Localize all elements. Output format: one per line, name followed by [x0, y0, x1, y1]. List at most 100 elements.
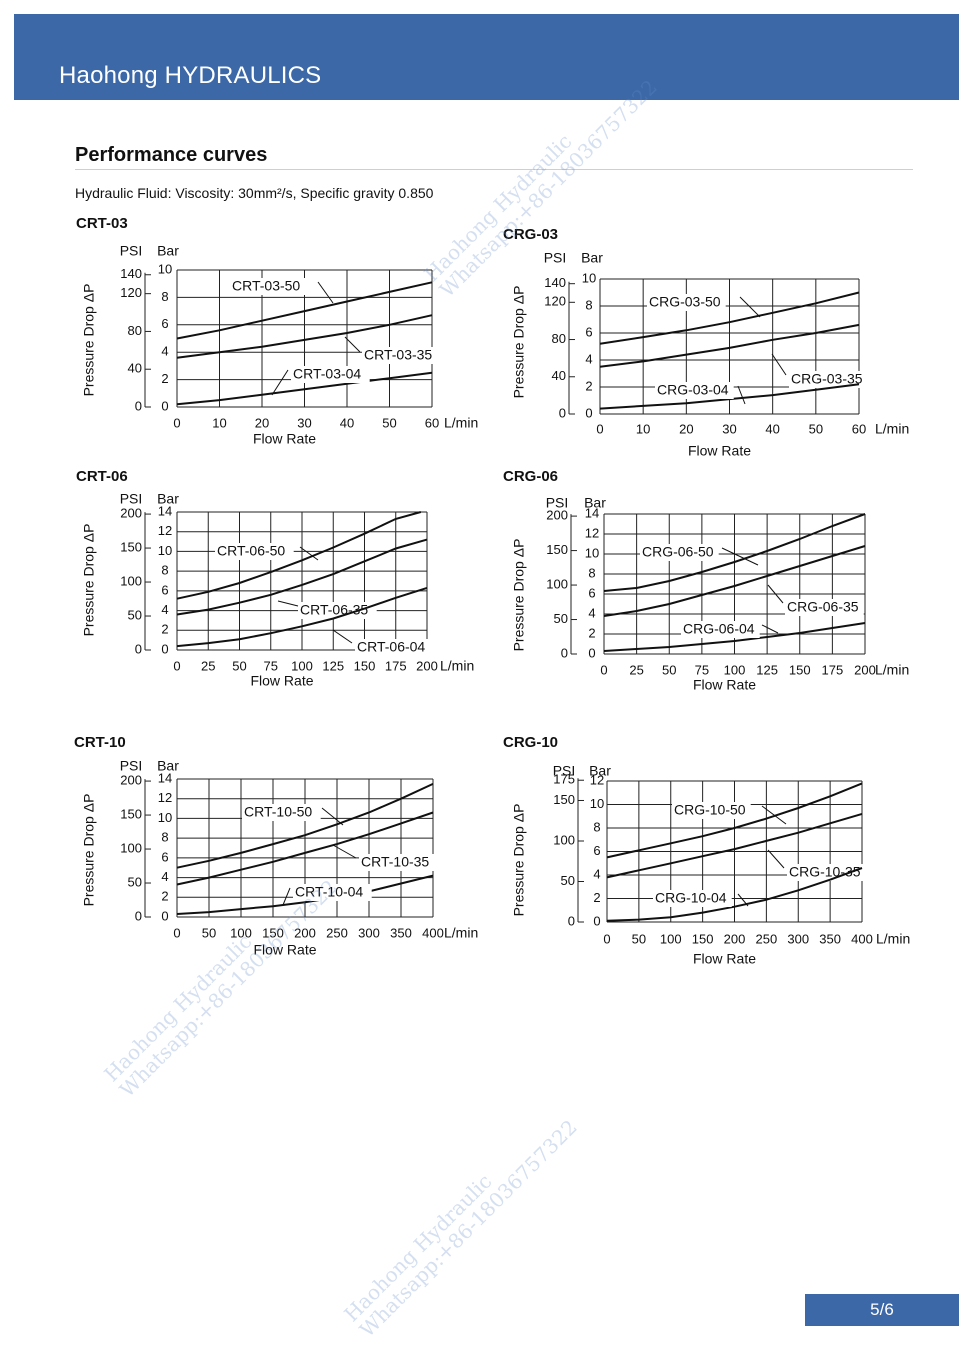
series-label-crg-10-35: CRG-10-35 — [789, 864, 861, 880]
series-leader-line — [737, 893, 749, 907]
psi-tick-label: 40 — [128, 361, 142, 376]
series-line-crg-03-50 — [599, 291, 860, 345]
bar-tick-label: 2 — [588, 625, 595, 640]
x-unit-label: L/min — [875, 421, 909, 437]
series-label-bg — [787, 864, 866, 881]
series-label-crt-10-50: CRT-10-50 — [244, 804, 312, 820]
bar-tick-label: 8 — [161, 563, 168, 578]
x-tick-label: 50 — [382, 415, 396, 430]
psi-tick-label: 50 — [561, 873, 575, 888]
x-tick-label: 0 — [600, 662, 607, 677]
bar-tick-label: 0 — [161, 908, 168, 923]
section-title: Performance curves — [75, 144, 268, 166]
series-label-bg — [355, 639, 434, 656]
psi-tick-label: 50 — [128, 607, 142, 622]
bar-tick-label: 0 — [161, 641, 168, 656]
chart-title-crg-10: CRG-10 — [503, 734, 559, 751]
bar-axis-label: Bar — [589, 763, 611, 779]
x-tick-label: 150 — [262, 925, 284, 940]
x-axis-title: Flow Rate — [253, 942, 316, 958]
watermark-line2: Whatsapp:+86-18036757322 — [434, 74, 662, 302]
x-tick-label: 200 — [416, 658, 438, 673]
bar-tick-label: 2 — [585, 378, 592, 393]
chart-crt-03: 0 10 20 30 40 50 60 0 2 4 6 8 10 0 40 80 120 140 PSI Bar Pre… — [81, 243, 479, 447]
psi-tick-label: 100 — [553, 832, 575, 847]
psi-tick-label: 140 — [544, 275, 566, 290]
y-axis-title: Pressure Drop ΔP — [511, 804, 527, 917]
series-label-crt-10-35: CRT-10-35 — [361, 854, 429, 870]
x-tick-label: 200 — [294, 925, 316, 940]
fluid-note: Hydraulic Fluid: Viscosity: 30mm²/s, Spe… — [75, 185, 434, 201]
page-number: 5/6 — [870, 1300, 894, 1319]
x-axis-title: Flow Rate — [693, 951, 756, 967]
psi-tick-label: 0 — [135, 641, 142, 656]
watermark: Haohong Hydraulic Whatsapp:+86-180367573… — [99, 860, 341, 1102]
series-leader-line — [321, 807, 344, 826]
psi-tick-label: 80 — [128, 323, 142, 338]
x-tick-label: 100 — [291, 658, 313, 673]
bar-tick-label: 12 — [585, 525, 599, 540]
bar-tick-label: 8 — [593, 819, 600, 834]
x-tick-label: 300 — [358, 925, 380, 940]
series-line-crg-06-04 — [603, 622, 866, 652]
psi-tick-label: 200 — [120, 506, 142, 521]
series-line-crt-06-50 — [176, 511, 422, 600]
y-axis-title: Pressure Drop ΔP — [511, 286, 527, 399]
series-line-crg-10-35 — [606, 812, 863, 879]
series-leader-line — [317, 281, 334, 304]
series-line-crt-03-35 — [176, 314, 433, 359]
series-label-bg — [362, 347, 441, 364]
series-leader-line — [761, 805, 787, 825]
x-axis-title: Flow Rate — [250, 673, 313, 689]
x-tick-label: 400 — [422, 925, 444, 940]
psi-axis-label: PSI — [120, 491, 143, 507]
bar-tick-label: 6 — [585, 324, 592, 339]
series-label-bg — [653, 890, 732, 907]
series-label-crt-03-35: CRT-03-35 — [364, 347, 432, 363]
bar-tick-label: 4 — [161, 602, 168, 617]
bar-tick-label: 6 — [593, 843, 600, 858]
x-tick-label: 20 — [679, 421, 693, 436]
x-tick-label: 0 — [173, 925, 180, 940]
x-tick-label: 10 — [636, 421, 650, 436]
x-tick-label: 350 — [819, 931, 841, 946]
x-tick-label: 60 — [852, 421, 866, 436]
series-label-crg-03-35: CRG-03-35 — [791, 371, 863, 387]
bar-tick-label: 0 — [585, 405, 592, 420]
page-number-box: 5/6 — [805, 1294, 959, 1326]
bar-tick-label: 6 — [588, 585, 595, 600]
watermark: Haohong Hydraulic Whatsapp:+86-180367573… — [339, 1100, 582, 1342]
series-leader-line — [282, 887, 291, 906]
psi-tick-label: 200 — [120, 773, 142, 788]
series-leader-line — [761, 624, 779, 634]
bar-tick-label: 10 — [158, 543, 172, 558]
watermark-line2: Whatsapp:+86-18036757322 — [354, 1114, 582, 1342]
psi-tick-label: 150 — [120, 806, 142, 821]
series-label-crt-06-50: CRT-06-50 — [217, 543, 285, 559]
bar-tick-label: 4 — [585, 351, 592, 366]
series-label-crt-10-04: CRT-10-04 — [295, 884, 363, 900]
series-leader-line — [767, 849, 785, 869]
series-label-crg-03-50: CRG-03-50 — [649, 294, 721, 310]
bar-tick-label: 14 — [158, 770, 172, 785]
series-leader-line — [271, 369, 289, 396]
x-unit-label: L/min — [440, 658, 474, 674]
chart-crg-06: 0 25 50 75 100 125 150 175 200 0 2 4 6 8 10 12 14 0 50 100 1… — [511, 495, 910, 693]
chart-crt-06: 0 25 50 75 100 125 150 175 200 0 2 4 6 8 10 12 14 0 50 100 1… — [81, 491, 475, 689]
watermark-line1: Haohong Hydraulic — [99, 929, 257, 1087]
psi-tick-label: 100 — [120, 573, 142, 588]
psi-tick-label: 100 — [546, 576, 568, 591]
psi-tick-label: 0 — [135, 398, 142, 413]
bar-tick-label: 10 — [590, 796, 604, 811]
bar-tick-label: 8 — [585, 297, 592, 312]
bar-tick-label: 8 — [588, 565, 595, 580]
x-tick-label: 10 — [212, 415, 226, 430]
bar-axis-label: Bar — [157, 491, 179, 507]
chart-crt-10: 0 50 100 150 200 250 300 350 400 0 2 4 6 8 10 12 14 0 50 10… — [81, 758, 479, 958]
bar-tick-label: 8 — [161, 289, 168, 304]
series-label-crg-06-35: CRG-06-35 — [787, 599, 859, 615]
x-tick-label: 60 — [425, 415, 439, 430]
bar-tick-label: 6 — [161, 316, 168, 331]
series-line-crg-10-04 — [606, 867, 863, 922]
x-tick-label: 100 — [230, 925, 252, 940]
